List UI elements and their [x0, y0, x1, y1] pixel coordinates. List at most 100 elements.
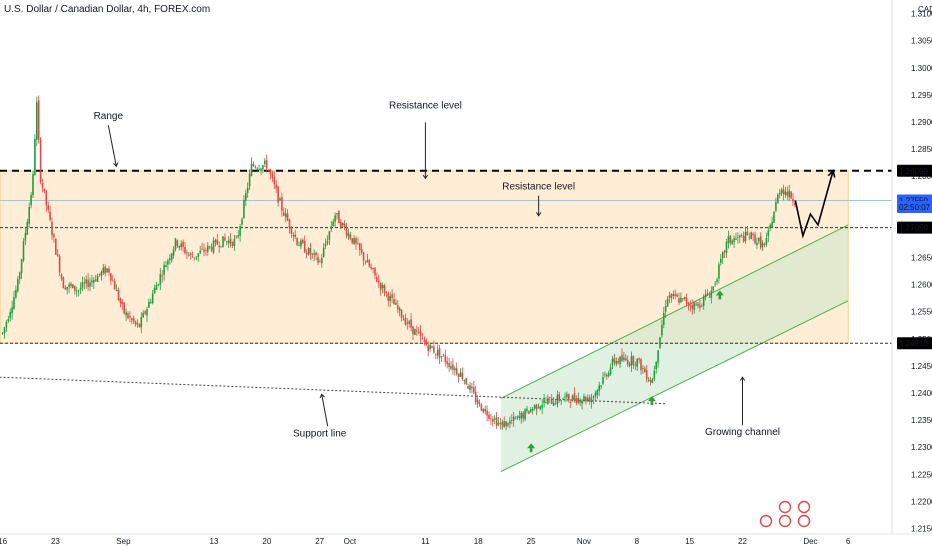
up-arrow-icon: [647, 396, 656, 406]
candle-body: [788, 190, 790, 198]
candle-body: [431, 346, 433, 348]
candle-body: [488, 414, 490, 419]
candle-body: [74, 285, 76, 291]
candle-body: [241, 219, 243, 225]
candle-body: [427, 345, 429, 351]
projection-path[interactable]: [794, 170, 834, 239]
annotation-label: Growing channel: [705, 427, 780, 438]
candle-body: [433, 346, 435, 353]
annotation-arrowhead: [319, 393, 325, 399]
candle-body: [106, 268, 108, 272]
candle-body: [617, 360, 619, 363]
candle-body: [773, 211, 775, 223]
mid-price-tag: 1.27050: [899, 224, 928, 233]
candle-body: [45, 190, 48, 206]
event-flag-icon[interactable]: [778, 500, 792, 514]
candle-body: [549, 396, 551, 398]
resistance-price-tag-bg: [897, 164, 932, 177]
candle-body: [264, 160, 266, 164]
candle-body: [571, 395, 574, 402]
candle-body: [568, 394, 570, 400]
candle-body: [311, 253, 314, 255]
candle-body: [248, 173, 251, 187]
candle-body: [284, 213, 287, 218]
candle-body: [461, 373, 464, 380]
candle-body: [129, 316, 131, 318]
candle-body: [556, 395, 559, 405]
price-tick-label: 1.24500: [911, 362, 932, 371]
candle-body: [387, 293, 390, 302]
candle-body: [421, 337, 424, 339]
candle-body: [689, 305, 692, 307]
candle-body: [685, 297, 688, 304]
candle-body: [212, 240, 215, 253]
candle-body: [214, 240, 217, 242]
candle-body: [619, 356, 621, 365]
support-line[interactable]: [0, 376, 668, 405]
price-tick-label: 1.28500: [911, 145, 932, 154]
candle-body: [651, 379, 654, 384]
event-flag-icon[interactable]: [797, 500, 811, 514]
candle-body: [723, 250, 726, 253]
candle-body: [480, 404, 483, 411]
up-arrow-icon: [527, 443, 536, 453]
annotation-label: Range: [94, 111, 124, 122]
candle-body: [566, 393, 568, 398]
candle-body: [300, 240, 302, 247]
candle-body: [467, 385, 469, 389]
candle-body: [664, 306, 667, 312]
event-flag-icon[interactable]: [797, 514, 811, 528]
candle-body: [108, 268, 110, 273]
time-tick-label: 11: [421, 537, 430, 546]
time-tick-label: 18: [474, 537, 483, 546]
candle-body: [77, 290, 80, 292]
channel-bottom-line[interactable]: [500, 300, 849, 472]
candle-body: [657, 350, 659, 363]
candle-body: [296, 237, 298, 245]
candle-body: [695, 304, 697, 306]
candle-body: [100, 271, 103, 276]
candle-body: [262, 165, 264, 170]
candle-body: [395, 303, 397, 305]
candle-body: [178, 246, 181, 248]
candle-body: [607, 373, 610, 377]
candle-body: [579, 400, 581, 403]
candle-body: [625, 358, 627, 361]
candle-body: [482, 408, 485, 413]
candle-body: [758, 238, 760, 242]
candle-body: [49, 211, 51, 220]
candle-body: [701, 305, 703, 307]
candle-body: [364, 261, 367, 263]
candle-body: [277, 186, 279, 203]
current-price-tag: 1.27550: [899, 197, 928, 206]
candle-body: [792, 198, 794, 202]
price-tick-label: 1.30000: [911, 64, 932, 73]
candle-body: [408, 321, 410, 324]
candle-body: [113, 281, 116, 290]
candle-body: [596, 390, 599, 395]
candle-body: [552, 402, 555, 406]
candle-body: [321, 258, 323, 264]
event-flag-icon[interactable]: [759, 514, 773, 528]
candle-body: [748, 237, 751, 239]
candle-body: [598, 385, 600, 391]
annotation-label: Resistance level: [389, 100, 462, 111]
candle-body: [440, 356, 443, 357]
candle-body: [125, 312, 127, 315]
candle-body: [626, 359, 629, 365]
candle-body: [246, 187, 249, 193]
event-flag-icon[interactable]: [778, 514, 792, 528]
candle-body: [85, 279, 87, 284]
candle-body: [455, 368, 458, 375]
candle-body: [735, 238, 737, 240]
candle-body: [410, 319, 412, 328]
candle-body: [132, 317, 135, 322]
candle-body: [37, 100, 40, 140]
candle-body: [754, 234, 756, 244]
candle-body: [446, 361, 448, 364]
channel-top-line[interactable]: [500, 224, 849, 399]
candle-body: [305, 252, 308, 255]
candle-body: [104, 266, 106, 274]
candle-body: [144, 311, 146, 314]
